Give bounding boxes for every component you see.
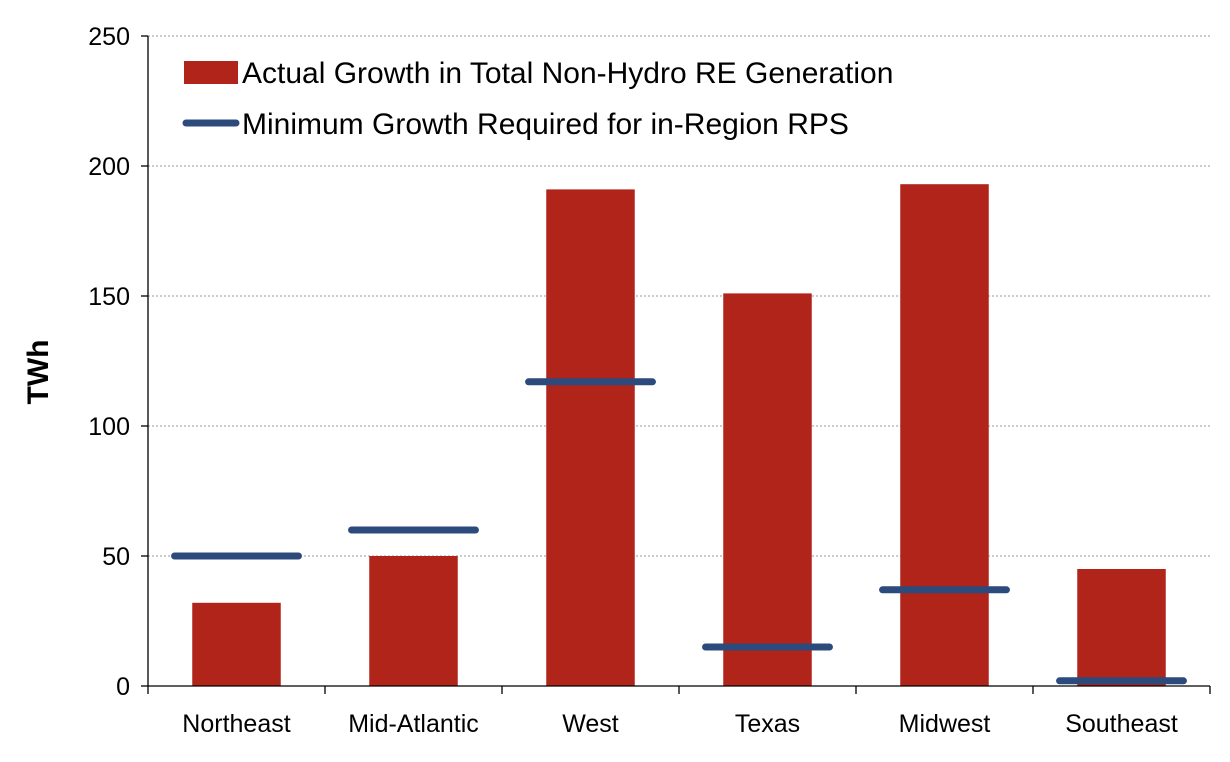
x-tick-label: West (562, 710, 619, 738)
bars (192, 184, 1166, 686)
bar-west (546, 189, 635, 686)
y-axis-title: TWh (22, 340, 55, 405)
y-tick-label: 50 (102, 543, 130, 571)
y-tick-label: 200 (88, 153, 130, 181)
gridlines (148, 35, 1210, 557)
requirement-markers (171, 378, 1187, 685)
legend-label-minimum-growth: Minimum Growth Required for in-Region RP… (242, 108, 849, 141)
bar-northeast (192, 602, 281, 686)
y-tick-label: 100 (88, 413, 130, 441)
y-tick-label: 0 (116, 673, 130, 701)
y-tick-label: 150 (88, 283, 130, 311)
bar-southeast (1077, 569, 1166, 686)
legend: Actual Growth in Total Non-Hydro RE Gene… (182, 57, 893, 141)
bar-texas (723, 293, 812, 686)
axes (141, 35, 1211, 694)
legend-swatch-actual-growth (184, 61, 238, 84)
bar-midwest (900, 184, 989, 686)
legend-label-actual-growth: Actual Growth in Total Non-Hydro RE Gene… (242, 57, 893, 90)
x-tick-label: Mid-Atlantic (348, 710, 479, 738)
x-tick-label: Midwest (899, 710, 991, 738)
x-tick-labels: Northeast Mid-Atlantic West Texas Midwest Sou… (182, 710, 1178, 738)
x-tick-label: Southeast (1065, 710, 1178, 738)
y-tick-label: 250 (88, 23, 130, 51)
bar-mid-atlantic (369, 556, 458, 686)
x-tick-label: Texas (735, 710, 800, 738)
x-tick-label: Northeast (182, 710, 290, 738)
y-tick-labels: 0 50 100 150 200 250 (88, 23, 130, 701)
